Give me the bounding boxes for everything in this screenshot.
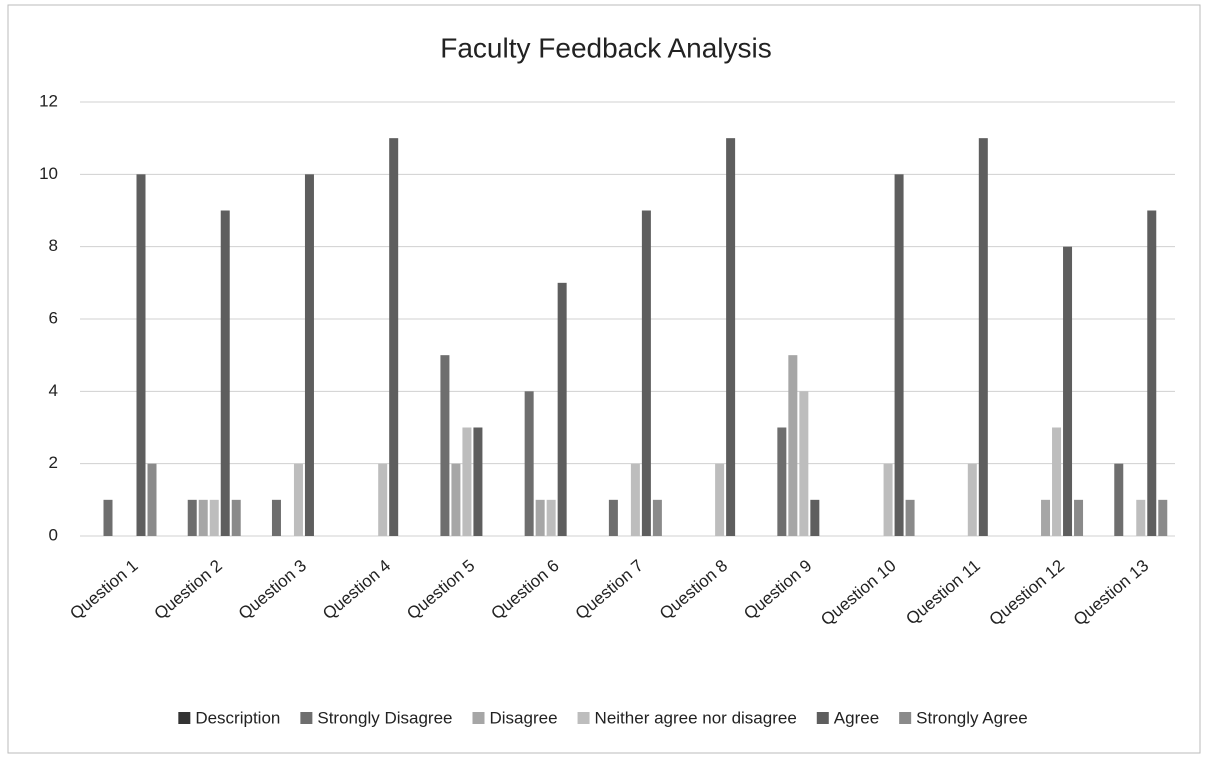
bar [652, 499, 662, 536]
bar [209, 499, 219, 536]
legend-label: Neither agree nor disagree [595, 708, 797, 727]
bar [524, 391, 534, 536]
bar [271, 499, 281, 536]
legend-swatch [300, 712, 313, 724]
bar [777, 427, 787, 536]
bar [715, 463, 725, 536]
bar [147, 463, 157, 536]
legend-label: Description [195, 708, 280, 727]
bar [535, 499, 545, 536]
y-tick-label: 2 [49, 453, 58, 472]
chart-border [7, 4, 1201, 754]
bar [608, 499, 618, 536]
bar [451, 463, 461, 536]
bar [220, 210, 230, 536]
legend-swatch [472, 712, 485, 724]
legend-label: Strongly Disagree [317, 708, 452, 727]
bar [1158, 499, 1168, 536]
bar [440, 355, 450, 536]
bar [894, 174, 904, 537]
legend-label: Disagree [490, 708, 558, 727]
bar [630, 463, 640, 536]
bar [810, 499, 820, 536]
bar [187, 499, 197, 536]
bar [1052, 427, 1062, 536]
legend-swatch [178, 712, 191, 724]
bar [103, 499, 113, 536]
bar [1147, 210, 1157, 536]
bar [1063, 246, 1073, 536]
bar [293, 463, 303, 536]
bar [557, 282, 567, 536]
bar [378, 463, 388, 536]
y-tick-label: 8 [49, 236, 58, 255]
bar [198, 499, 208, 536]
bar [1041, 499, 1051, 536]
bar [905, 499, 915, 536]
legend-label: Strongly Agree [916, 708, 1028, 727]
bar [136, 174, 146, 537]
bar [231, 499, 241, 536]
bar [967, 463, 977, 536]
bar [1114, 463, 1124, 536]
bar [473, 427, 483, 536]
legend-swatch [816, 712, 829, 724]
legend-swatch [577, 712, 590, 724]
bar [1136, 499, 1146, 536]
bar [304, 174, 314, 537]
legend-swatch [899, 712, 912, 724]
legend: Description Strongly Disagree Disagree Neit… [178, 708, 1028, 727]
y-tick-label: 10 [39, 164, 58, 183]
bar [788, 355, 798, 536]
y-tick-label: 6 [49, 308, 58, 327]
bar [546, 499, 556, 536]
bar [883, 463, 893, 536]
bar [1074, 499, 1084, 536]
y-tick-label: 4 [49, 381, 58, 400]
y-tick-label: 0 [49, 525, 58, 544]
bar [641, 210, 651, 536]
bar [799, 391, 809, 536]
bar [462, 427, 472, 536]
bar [389, 138, 399, 536]
legend-label: Agree [834, 708, 879, 727]
y-tick-label: 12 [39, 91, 58, 110]
bar [978, 138, 988, 536]
bar [726, 138, 736, 536]
chart-title: Faculty Feedback Analysis [440, 32, 772, 63]
